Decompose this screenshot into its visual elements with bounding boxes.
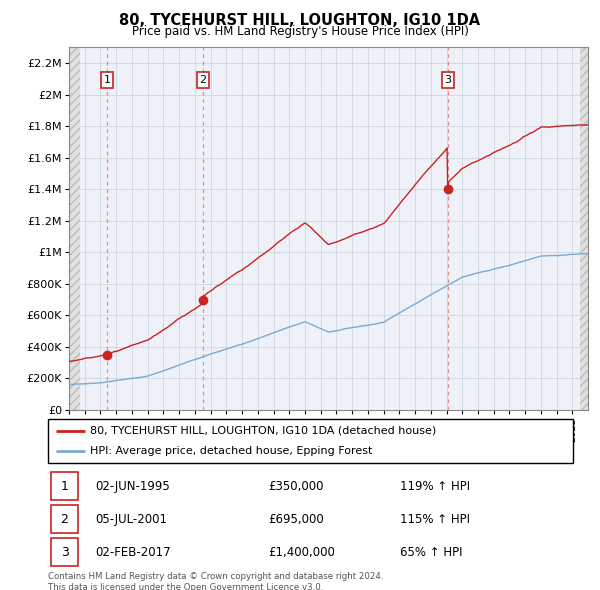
Text: HPI: Average price, detached house, Epping Forest: HPI: Average price, detached house, Eppi…: [90, 446, 373, 456]
Text: Contains HM Land Registry data © Crown copyright and database right 2024.
This d: Contains HM Land Registry data © Crown c…: [48, 572, 383, 590]
Text: 02-FEB-2017: 02-FEB-2017: [95, 546, 171, 559]
Text: £1,400,000: £1,400,000: [269, 546, 335, 559]
Text: 115% ↑ HPI: 115% ↑ HPI: [400, 513, 470, 526]
Text: 2: 2: [61, 513, 68, 526]
Text: 1: 1: [61, 480, 68, 493]
Text: £350,000: £350,000: [269, 480, 324, 493]
Text: 02-JUN-1995: 02-JUN-1995: [95, 480, 170, 493]
Text: 2: 2: [199, 75, 206, 85]
Text: 3: 3: [61, 546, 68, 559]
Bar: [69, 47, 80, 410]
Text: 119% ↑ HPI: 119% ↑ HPI: [400, 480, 470, 493]
Text: £695,000: £695,000: [269, 513, 324, 526]
Text: 05-JUL-2001: 05-JUL-2001: [95, 513, 167, 526]
Text: 80, TYCEHURST HILL, LOUGHTON, IG10 1DA: 80, TYCEHURST HILL, LOUGHTON, IG10 1DA: [119, 13, 481, 28]
Bar: [580, 47, 588, 410]
Text: 3: 3: [445, 75, 451, 85]
FancyBboxPatch shape: [50, 472, 79, 500]
Text: 80, TYCEHURST HILL, LOUGHTON, IG10 1DA (detached house): 80, TYCEHURST HILL, LOUGHTON, IG10 1DA (…: [90, 426, 436, 436]
Text: Price paid vs. HM Land Registry's House Price Index (HPI): Price paid vs. HM Land Registry's House …: [131, 25, 469, 38]
Text: 65% ↑ HPI: 65% ↑ HPI: [400, 546, 462, 559]
FancyBboxPatch shape: [50, 538, 79, 566]
Text: 1: 1: [104, 75, 110, 85]
FancyBboxPatch shape: [50, 505, 79, 533]
